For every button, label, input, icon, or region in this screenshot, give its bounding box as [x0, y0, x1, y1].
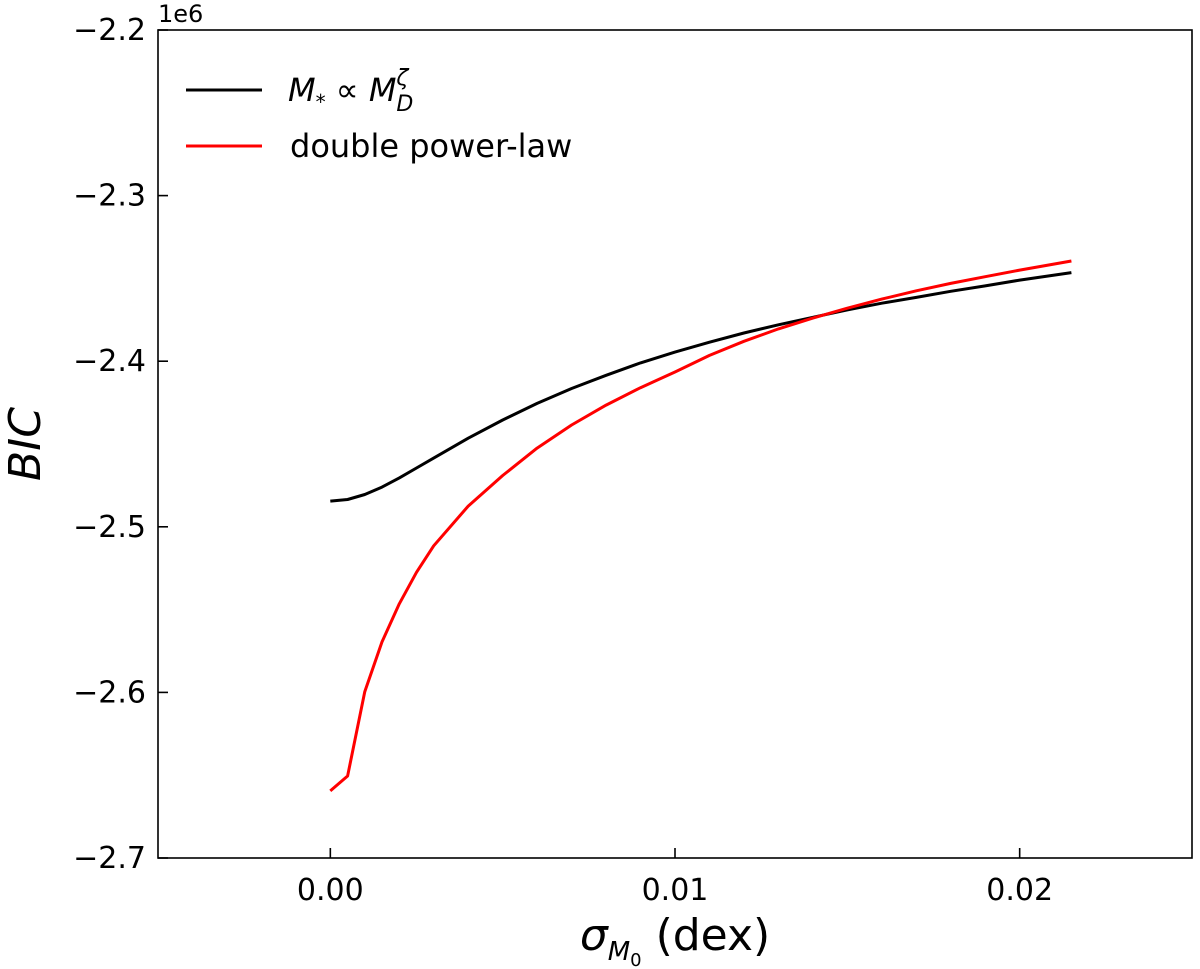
y-tick-label: −2.7 [73, 841, 146, 876]
x-tick-label: 0.02 [986, 873, 1053, 908]
y-tick-label: −2.2 [73, 13, 146, 48]
offset-text: 1e6 [158, 0, 203, 28]
tick-layer: 0.00 0.01 0.02 −2.7 −2.6 −2.5 −2.4 −2.3 −2.2 [73, 13, 1053, 908]
legend-label-series-1: M* ∝ Mζ D [288, 66, 413, 117]
y-tick-label: −2.5 [73, 510, 146, 545]
x-tick-label: 0.01 [642, 873, 709, 908]
series-line-1 [330, 271, 1072, 503]
x-axis-label: σM0 (dex) [580, 910, 770, 969]
y-tick-label: −2.4 [73, 344, 146, 379]
y-tick-label: −2.3 [73, 179, 146, 214]
x-tick-label: 0.00 [297, 873, 364, 908]
y-axis-label: BIC [0, 407, 51, 481]
series-line-2 [329, 259, 1072, 793]
y-tick-label: −2.6 [73, 675, 146, 710]
series-layer [329, 259, 1072, 793]
legend: M* ∝ Mζ D double power-law [186, 66, 572, 165]
legend-label-series-2: double power-law [290, 127, 572, 165]
